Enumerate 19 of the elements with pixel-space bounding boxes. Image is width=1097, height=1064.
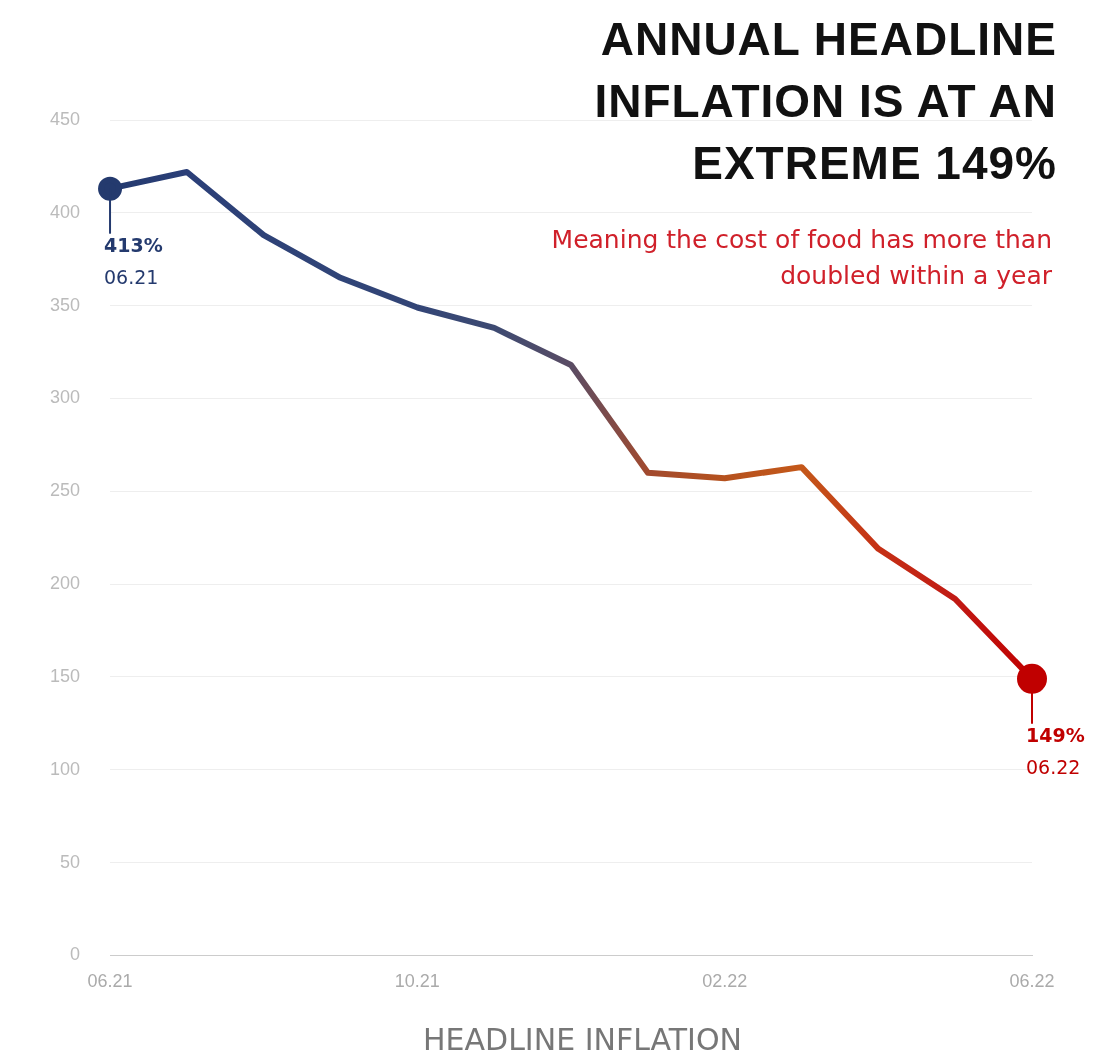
y-tick-label: 0 [70, 944, 81, 965]
y-tick-label: 150 [49, 665, 81, 686]
y-tick-label: 300 [49, 387, 81, 408]
annotation: 413% 06.21 [104, 233, 163, 288]
x-tick-label: 06.22 [1009, 971, 1055, 992]
y-tick-label: 450 [49, 108, 81, 129]
y-tick-label: 100 [49, 758, 81, 779]
chart-title: ANNUAL HEADLINE INFLATION IS AT AN EXTREME 149% [593, 12, 1057, 191]
x-tick-label: 10.21 [394, 971, 440, 992]
y-tick-label: 200 [49, 573, 81, 594]
y-tick-label: 50 [60, 851, 81, 872]
y-tick-label: 400 [49, 201, 81, 222]
x-axis-title: HEADLINE INFLATION [422, 1022, 743, 1057]
annotation: Meaning the cost of food has more than doubled within a year [550, 224, 1052, 292]
y-tick-label: 350 [49, 294, 81, 315]
x-tick-label: 02.22 [702, 971, 748, 992]
annotation: 149% 06.22 [1026, 723, 1085, 778]
y-tick-label: 250 [49, 480, 81, 501]
x-tick-label: 06.21 [87, 971, 133, 992]
